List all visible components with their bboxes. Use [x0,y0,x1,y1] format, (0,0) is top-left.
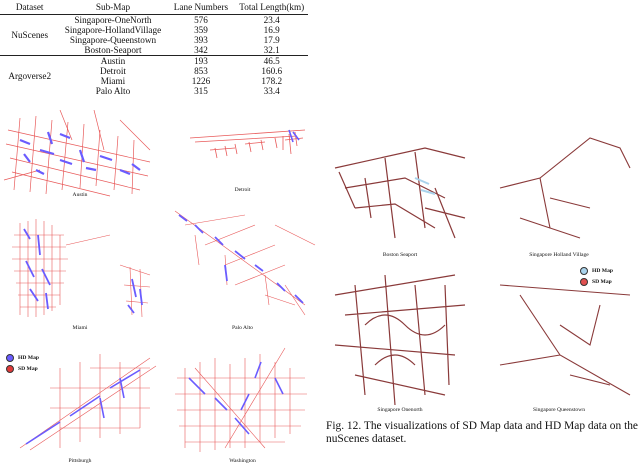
hd-swatch [580,266,588,275]
submap-cell: Singapore-HollandVillage [64,25,162,35]
dataset-stats-table: Dataset Sub-Map Lane Numbers Total Lengt… [0,0,310,102]
submap-cell: Austin [59,55,167,66]
map-pittsburgh-drawing [19,354,157,451]
length-cell: 160.6 [261,66,283,76]
legend-hd: HD Map [580,265,613,276]
right-legend: HD Map SD Map [580,265,613,287]
lane-cell: 342 [194,45,208,55]
map-caption: Washington [229,458,256,464]
length-cell: 16.9 [263,25,280,35]
header-dataset: Dataset [0,0,60,15]
map-austin-drawing [3,110,151,197]
length-cell: 32.1 [263,45,280,55]
lane-cell: 193 [166,55,236,66]
length-cell: 178.2 [261,76,283,86]
map-miami: Miami [0,205,160,333]
sd-swatch [6,364,14,373]
table-row: Singapore-Queenstown 393 17.9 [0,35,308,45]
legend-sd: SD Map [6,363,39,374]
table-header-row: Dataset Sub-Map Lane Numbers Total Lengt… [0,0,308,15]
hd-swatch [6,353,14,362]
map-singapore-holland-village-drawing [499,137,631,239]
map-singapore-queenstown-drawing [499,284,631,396]
submap-cell: Boston-Seaport [84,45,142,55]
lane-cell: 576 [194,15,208,25]
lane-cell: 853 [194,66,208,76]
map-caption: Pittsburgh [68,458,92,464]
map-caption: Singapore Queenstown [532,407,586,413]
map-pittsburgh: HD Map SD Map Pittsburgh [0,338,160,466]
table-row: Palo Alto 315 33.4 [0,86,308,96]
map-caption: Austin [72,192,88,198]
legend-sd: SD Map [580,276,613,287]
map-boston-seaport: Boston Seaport [325,128,475,260]
legend-sd-label: SD Map [18,365,38,372]
table-row: Miami 1226 178.2 [0,76,308,86]
table-row: NuScenes Singapore-OneNorth 576 23.4 [0,15,308,40]
length-cell: 46.5 [235,55,308,66]
map-singapore-onenorth: Singapore Onenorth [325,265,475,415]
map-singapore-queenstown: HD Map SD Map Singapore Queenstown [480,265,638,415]
table-row: Boston-Seaport 342 32.1 [0,45,308,56]
submap-cell: Singapore-OneNorth [74,15,152,25]
lane-cell: 315 [194,86,208,96]
map-caption: Singapore Onenorth [377,407,423,413]
map-austin: Austin [0,110,160,200]
sd-swatch [580,277,588,286]
map-caption: Palo Alto [232,325,253,331]
table-row: Singapore-HollandVillage 359 16.9 [0,25,308,35]
legend-hd-label: HD Map [592,267,613,274]
figure-caption: Fig. 12. The visualizations of SD Map da… [326,420,638,445]
map-palo-alto-drawing [174,210,316,316]
legend-hd-label: HD Map [18,354,39,361]
lane-cell: 393 [194,35,208,45]
map-washington-drawing [175,347,307,452]
left-legend: HD Map SD Map [6,352,39,374]
length-cell: 33.4 [263,86,280,96]
map-singapore-onenorth-drawing [334,274,466,406]
map-detroit: Detroit [165,110,320,200]
header-total-length: Total Length(km) [235,0,308,15]
dataset-cell: Argoverse2 [0,55,60,96]
map-detroit-drawing [189,129,306,159]
header-submap: Sub-Map [59,0,167,15]
header-lane-numbers: Lane Numbers [166,0,236,15]
map-singapore-holland-village: Singapore Holland Village [480,128,638,260]
legend-hd: HD Map [6,352,39,363]
submap-cell: Miami [100,76,126,86]
submap-cell: Detroit [99,66,126,76]
map-palo-alto: Palo Alto [165,205,320,333]
map-caption: Miami [72,325,88,331]
submap-cell: Singapore-Queenstown [69,35,157,45]
map-boston-seaport-drawing [334,147,466,239]
map-caption: Boston Seaport [382,252,418,258]
legend-sd-label: SD Map [592,278,612,285]
length-cell: 23.4 [263,15,280,25]
lane-cell: 1226 [191,76,211,86]
table-row: Detroit 853 160.6 [0,66,308,76]
dataset-cell: NuScenes [11,30,49,40]
map-miami-drawing [12,219,151,318]
lane-cell: 359 [194,25,208,35]
map-caption: Detroit [234,187,251,193]
length-cell: 17.9 [263,35,280,45]
map-washington: Washington [165,338,320,466]
submap-cell: Palo Alto [95,86,131,96]
map-caption: Singapore Holland Village [529,252,589,258]
table-row: Argoverse2 Austin 193 46.5 [0,55,308,96]
